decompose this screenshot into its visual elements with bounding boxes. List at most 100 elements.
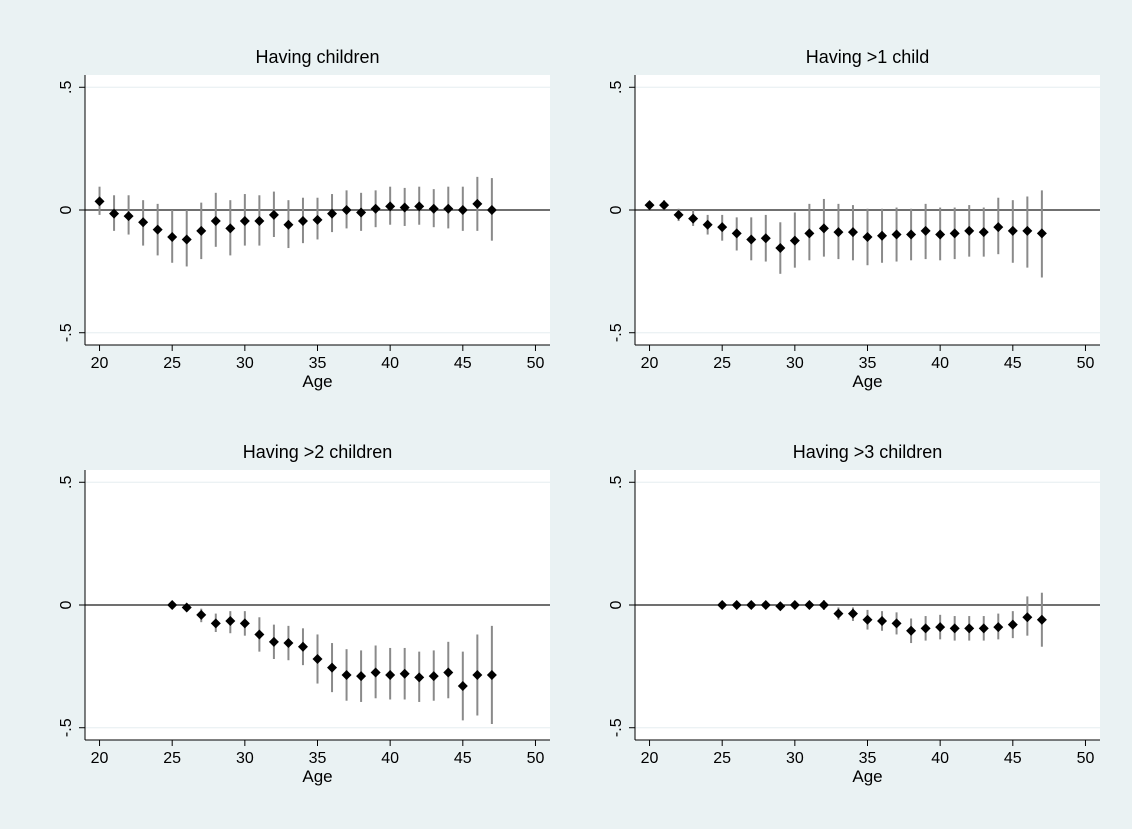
data-point	[964, 623, 975, 634]
x-tick-label: 50	[527, 750, 545, 767]
chart-panel-4: 20 25 30 35 40 45 50 -.5 0 .5 Having >3 children Ag…	[608, 442, 1100, 786]
data-point	[949, 623, 960, 634]
y-tick-label: 0	[58, 600, 75, 609]
chart-panel-1: 20 25 30 35 40 45 50 -.5 0 .5 Having children Age	[58, 47, 550, 391]
x-tick-label: 45	[454, 750, 472, 767]
data-point	[225, 223, 236, 234]
data-point	[891, 618, 902, 629]
x-tick-label: 50	[1077, 750, 1095, 767]
data-point	[283, 219, 294, 230]
data-point	[935, 622, 946, 633]
y-tick-label: 0	[58, 205, 75, 214]
chart-panel-3: 20 25 30 35 40 45 50 -.5 0 .5 Having >2 children Ag…	[58, 442, 550, 786]
x-tick-label: 30	[236, 355, 254, 372]
data-point	[341, 669, 352, 680]
data-point	[385, 669, 396, 680]
x-tick-label: 20	[641, 750, 659, 767]
data-point	[804, 600, 815, 610]
data-point	[818, 600, 829, 610]
data-point	[399, 668, 410, 679]
data-point	[993, 222, 1004, 233]
y-tick-label: .5	[58, 80, 75, 93]
panel-title: Having children	[255, 47, 379, 67]
panel-title: Having >1 child	[806, 47, 930, 67]
data-point	[152, 224, 163, 235]
data-point	[1007, 225, 1018, 236]
data-point	[370, 667, 381, 678]
data-point	[181, 234, 192, 245]
data-point	[123, 211, 134, 222]
data-point	[659, 200, 670, 211]
data-point	[399, 202, 410, 213]
data-point	[717, 600, 728, 610]
data-point	[833, 227, 844, 238]
data-point	[312, 214, 323, 225]
data-point	[312, 654, 323, 664]
x-axis-label: Age	[302, 767, 332, 786]
data-point	[210, 216, 221, 227]
data-point	[167, 600, 178, 610]
data-point	[644, 200, 655, 211]
data-point	[818, 223, 829, 234]
panel-title: Having >2 children	[243, 442, 393, 462]
x-axis-label: Age	[852, 372, 882, 391]
data-point	[181, 602, 192, 613]
data-point	[978, 227, 989, 238]
data-point	[457, 681, 468, 691]
data-point	[877, 615, 888, 626]
data-point	[210, 618, 221, 629]
data-point	[847, 227, 858, 238]
data-point	[789, 235, 800, 246]
x-tick-label: 20	[91, 750, 109, 767]
data-point	[746, 234, 757, 245]
data-point	[920, 225, 931, 236]
data-point	[428, 671, 439, 682]
data-point	[775, 601, 786, 612]
data-point	[847, 608, 858, 619]
x-tick-label: 30	[786, 750, 804, 767]
data-point	[254, 629, 265, 640]
data-point	[109, 208, 120, 219]
y-tick-label: -.5	[58, 718, 75, 737]
data-point	[356, 671, 367, 682]
data-point	[428, 203, 439, 214]
x-tick-label: 50	[527, 355, 545, 372]
x-tick-label: 25	[163, 750, 181, 767]
data-point	[138, 217, 149, 228]
data-point	[196, 225, 207, 236]
data-point	[370, 203, 381, 214]
panel-title: Having >3 children	[793, 442, 943, 462]
data-point	[472, 198, 483, 209]
data-point	[1022, 612, 1033, 623]
x-tick-label: 40	[931, 355, 949, 372]
data-point	[935, 229, 946, 240]
x-tick-label: 35	[859, 750, 877, 767]
data-point	[385, 201, 396, 212]
x-tick-label: 35	[309, 750, 327, 767]
x-tick-label: 45	[1004, 355, 1022, 372]
data-point	[877, 230, 888, 241]
y-tick-label: -.5	[608, 323, 625, 342]
data-point	[760, 600, 771, 610]
data-point	[94, 196, 105, 207]
data-point	[978, 623, 989, 634]
data-point	[239, 618, 250, 629]
data-point	[775, 243, 786, 254]
y-tick-label: 0	[608, 205, 625, 214]
y-tick-label: -.5	[608, 718, 625, 737]
data-point	[457, 205, 468, 215]
x-tick-label: 25	[713, 750, 731, 767]
data-point	[673, 209, 684, 220]
data-point	[239, 216, 250, 227]
y-tick-label: -.5	[58, 323, 75, 342]
data-point	[731, 228, 742, 239]
data-point	[443, 667, 454, 678]
data-point	[702, 219, 713, 230]
x-tick-label: 25	[713, 355, 731, 372]
x-tick-label: 40	[381, 355, 399, 372]
data-point	[1007, 619, 1018, 630]
data-point	[717, 222, 728, 233]
data-point	[356, 207, 367, 218]
data-point	[283, 638, 294, 649]
